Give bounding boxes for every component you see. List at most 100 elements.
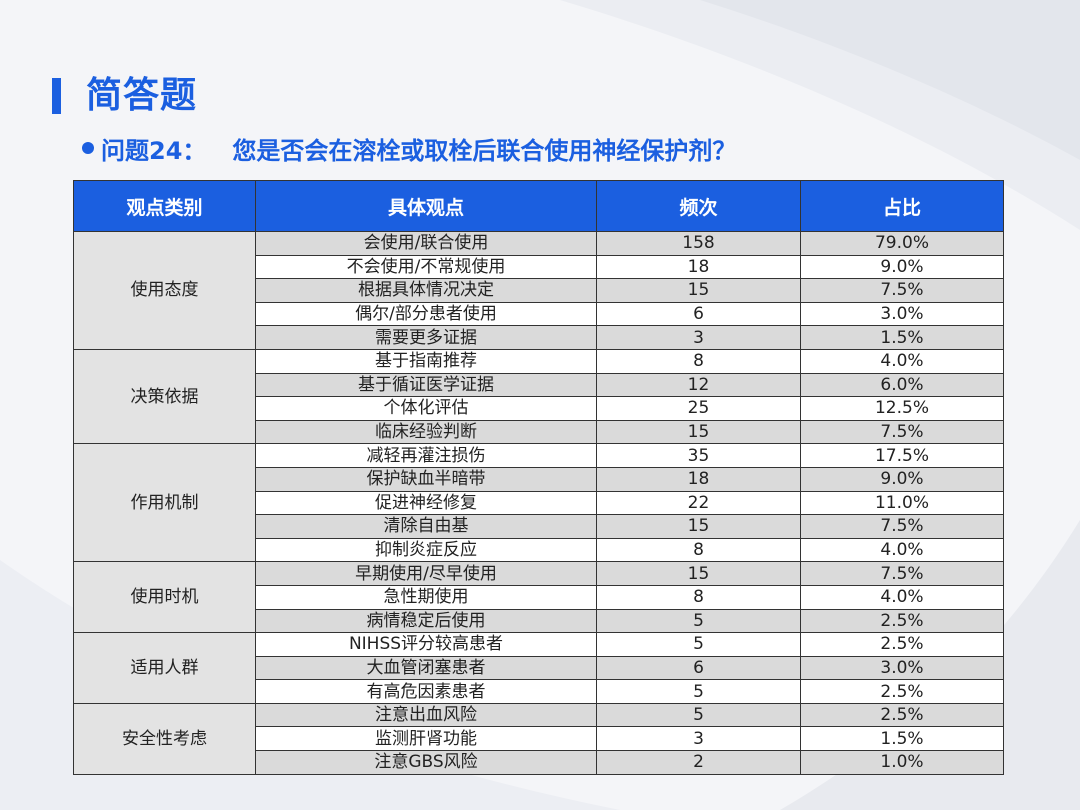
percentage-cell: 2.5%: [800, 632, 1004, 657]
header-category: 观点类别: [73, 180, 256, 232]
percentage-cell: 7.5%: [800, 278, 1004, 303]
count-cell: 5: [596, 679, 801, 704]
view-cell: 不会使用/不常规使用: [255, 254, 597, 280]
percentage-cell: 12.5%: [800, 396, 1004, 421]
table-row: 使用态度 会使用/联合使用 158 79.0%: [73, 231, 1004, 350]
view-cell: 个体化评估: [255, 396, 597, 421]
count-cell: 8: [596, 584, 801, 610]
count-cell: 22: [596, 490, 801, 516]
view-cell: 需要更多证据: [255, 325, 597, 350]
question-number: 问题24：: [101, 136, 207, 165]
count-cell: 8: [596, 348, 801, 374]
table-row: 个体化评估 25 12.5%: [74, 396, 1004, 421]
percentage-cell: 6.0%: [800, 372, 1004, 398]
percentage-cell: 4.0%: [800, 584, 1004, 610]
table-row: 清除自由基 15 7.5%: [74, 514, 1004, 539]
view-cell: 病情稳定后使用: [255, 608, 597, 634]
percentage-cell: 7.5%: [800, 561, 1004, 586]
count-cell: 158: [596, 231, 801, 256]
view-cell: 基于循证医学证据: [255, 372, 597, 398]
view-cell: 根据具体情况决定: [255, 278, 597, 303]
table-row: 注意GBS风险 2 1.0%: [74, 750, 1004, 775]
view-cell: 促进神经修复: [255, 490, 597, 516]
count-cell: 5: [596, 608, 801, 634]
percentage-cell: 2.5%: [800, 608, 1004, 634]
percentage-cell: 9.0%: [800, 254, 1004, 280]
count-cell: 6: [596, 655, 801, 681]
percentage-cell: 1.5%: [800, 325, 1004, 350]
table-row: 作用机制 减轻再灌注损伤 35 17.5%: [73, 443, 1004, 563]
view-cell: 注意出血风险: [255, 702, 597, 728]
table-row: 监测肝肾功能 3 1.5%: [74, 726, 1004, 752]
percentage-cell: 7.5%: [800, 419, 1004, 445]
view-cell: 大血管闭塞患者: [255, 655, 597, 681]
percentage-cell: 17.5%: [800, 443, 1004, 468]
view-cell: 急性期使用: [255, 584, 597, 610]
count-cell: 15: [596, 561, 801, 586]
table-header-row: 观点类别 具体观点 频次 占比: [73, 180, 1004, 232]
table-row: 大血管闭塞患者 6 3.0%: [74, 655, 1004, 681]
count-cell: 15: [596, 514, 801, 539]
bullet-dot-icon: [82, 142, 94, 154]
table-body: 使用态度 会使用/联合使用 158 79.0% 不会使用/不常规使用 18 9.0% 根据具体…: [73, 231, 1004, 775]
view-cell: 减轻再灌注损伤: [255, 443, 597, 468]
percentage-cell: 3.0%: [800, 655, 1004, 681]
view-cell: 抑制炎症反应: [255, 537, 597, 563]
table-row: 基于循证医学证据 12 6.0%: [74, 372, 1004, 398]
survey-table: 观点类别 具体观点 频次 占比 使用态度 会使用/联合使用 158 79.0% 不会使用…: [73, 180, 1004, 775]
category-cell: 使用态度: [73, 231, 256, 350]
count-cell: 6: [596, 301, 801, 327]
count-cell: 8: [596, 537, 801, 563]
view-cell: 注意GBS风险: [255, 750, 597, 775]
view-cell: 有高危因素患者: [255, 679, 597, 704]
count-cell: 12: [596, 372, 801, 398]
table-row: 临床经验判断 15 7.5%: [74, 419, 1004, 445]
table-row: 偶尔/部分患者使用 6 3.0%: [74, 301, 1004, 327]
percentage-cell: 1.5%: [800, 726, 1004, 752]
percentage-cell: 3.0%: [800, 301, 1004, 327]
view-cell: 临床经验判断: [255, 419, 597, 445]
count-cell: 3: [596, 726, 801, 752]
category-cell: 作用机制: [73, 443, 256, 563]
table-row: 需要更多证据 3 1.5%: [74, 325, 1004, 350]
table-row: 促进神经修复 22 11.0%: [74, 490, 1004, 516]
count-cell: 35: [596, 443, 801, 468]
view-cell: 监测肝肾功能: [255, 726, 597, 752]
percentage-cell: 9.0%: [800, 466, 1004, 492]
view-cell: 早期使用/尽早使用: [255, 561, 597, 586]
percentage-cell: 7.5%: [800, 514, 1004, 539]
count-cell: 15: [596, 278, 801, 303]
table-row: 安全性考虑 注意出血风险 5 2.5%: [73, 702, 1004, 775]
percentage-cell: 2.5%: [800, 702, 1004, 728]
title-accent-bar: [52, 78, 61, 114]
percentage-cell: 79.0%: [800, 231, 1004, 256]
table-row: 保护缺血半暗带 18 9.0%: [74, 466, 1004, 492]
count-cell: 25: [596, 396, 801, 421]
percentage-cell: 11.0%: [800, 490, 1004, 516]
count-cell: 3: [596, 325, 801, 350]
view-cell: 偶尔/部分患者使用: [255, 301, 597, 327]
category-cell: 适用人群: [73, 632, 256, 704]
category-cell: 安全性考虑: [73, 702, 256, 775]
category-cell: 决策依据: [73, 348, 256, 445]
view-cell: 会使用/联合使用: [255, 231, 597, 256]
table-row: 使用时机 早期使用/尽早使用 15 7.5%: [73, 561, 1004, 634]
header-percentage: 占比: [800, 180, 1004, 232]
header-count: 频次: [596, 180, 801, 232]
count-cell: 18: [596, 466, 801, 492]
percentage-cell: 4.0%: [800, 537, 1004, 563]
count-cell: 5: [596, 632, 801, 657]
table-row: 有高危因素患者 5 2.5%: [74, 679, 1004, 704]
view-cell: 基于指南推荐: [255, 348, 597, 374]
percentage-cell: 4.0%: [800, 348, 1004, 374]
percentage-cell: 1.0%: [800, 750, 1004, 775]
view-cell: NIHSS评分较高患者: [255, 632, 597, 657]
question-text: 您是否会在溶栓或取栓后联合使用神经保护剂？: [232, 136, 737, 165]
question-line: 问题24： 您是否会在溶栓或取栓后联合使用神经保护剂？: [82, 128, 736, 168]
table-row: 不会使用/不常规使用 18 9.0%: [74, 254, 1004, 280]
header-view: 具体观点: [255, 180, 597, 232]
table-row: 决策依据 基于指南推荐 8 4.0%: [73, 348, 1004, 445]
table-row: 适用人群 NIHSS评分较高患者 5 2.5%: [73, 632, 1004, 704]
count-cell: 18: [596, 254, 801, 280]
page-title: 简答题: [86, 75, 198, 116]
